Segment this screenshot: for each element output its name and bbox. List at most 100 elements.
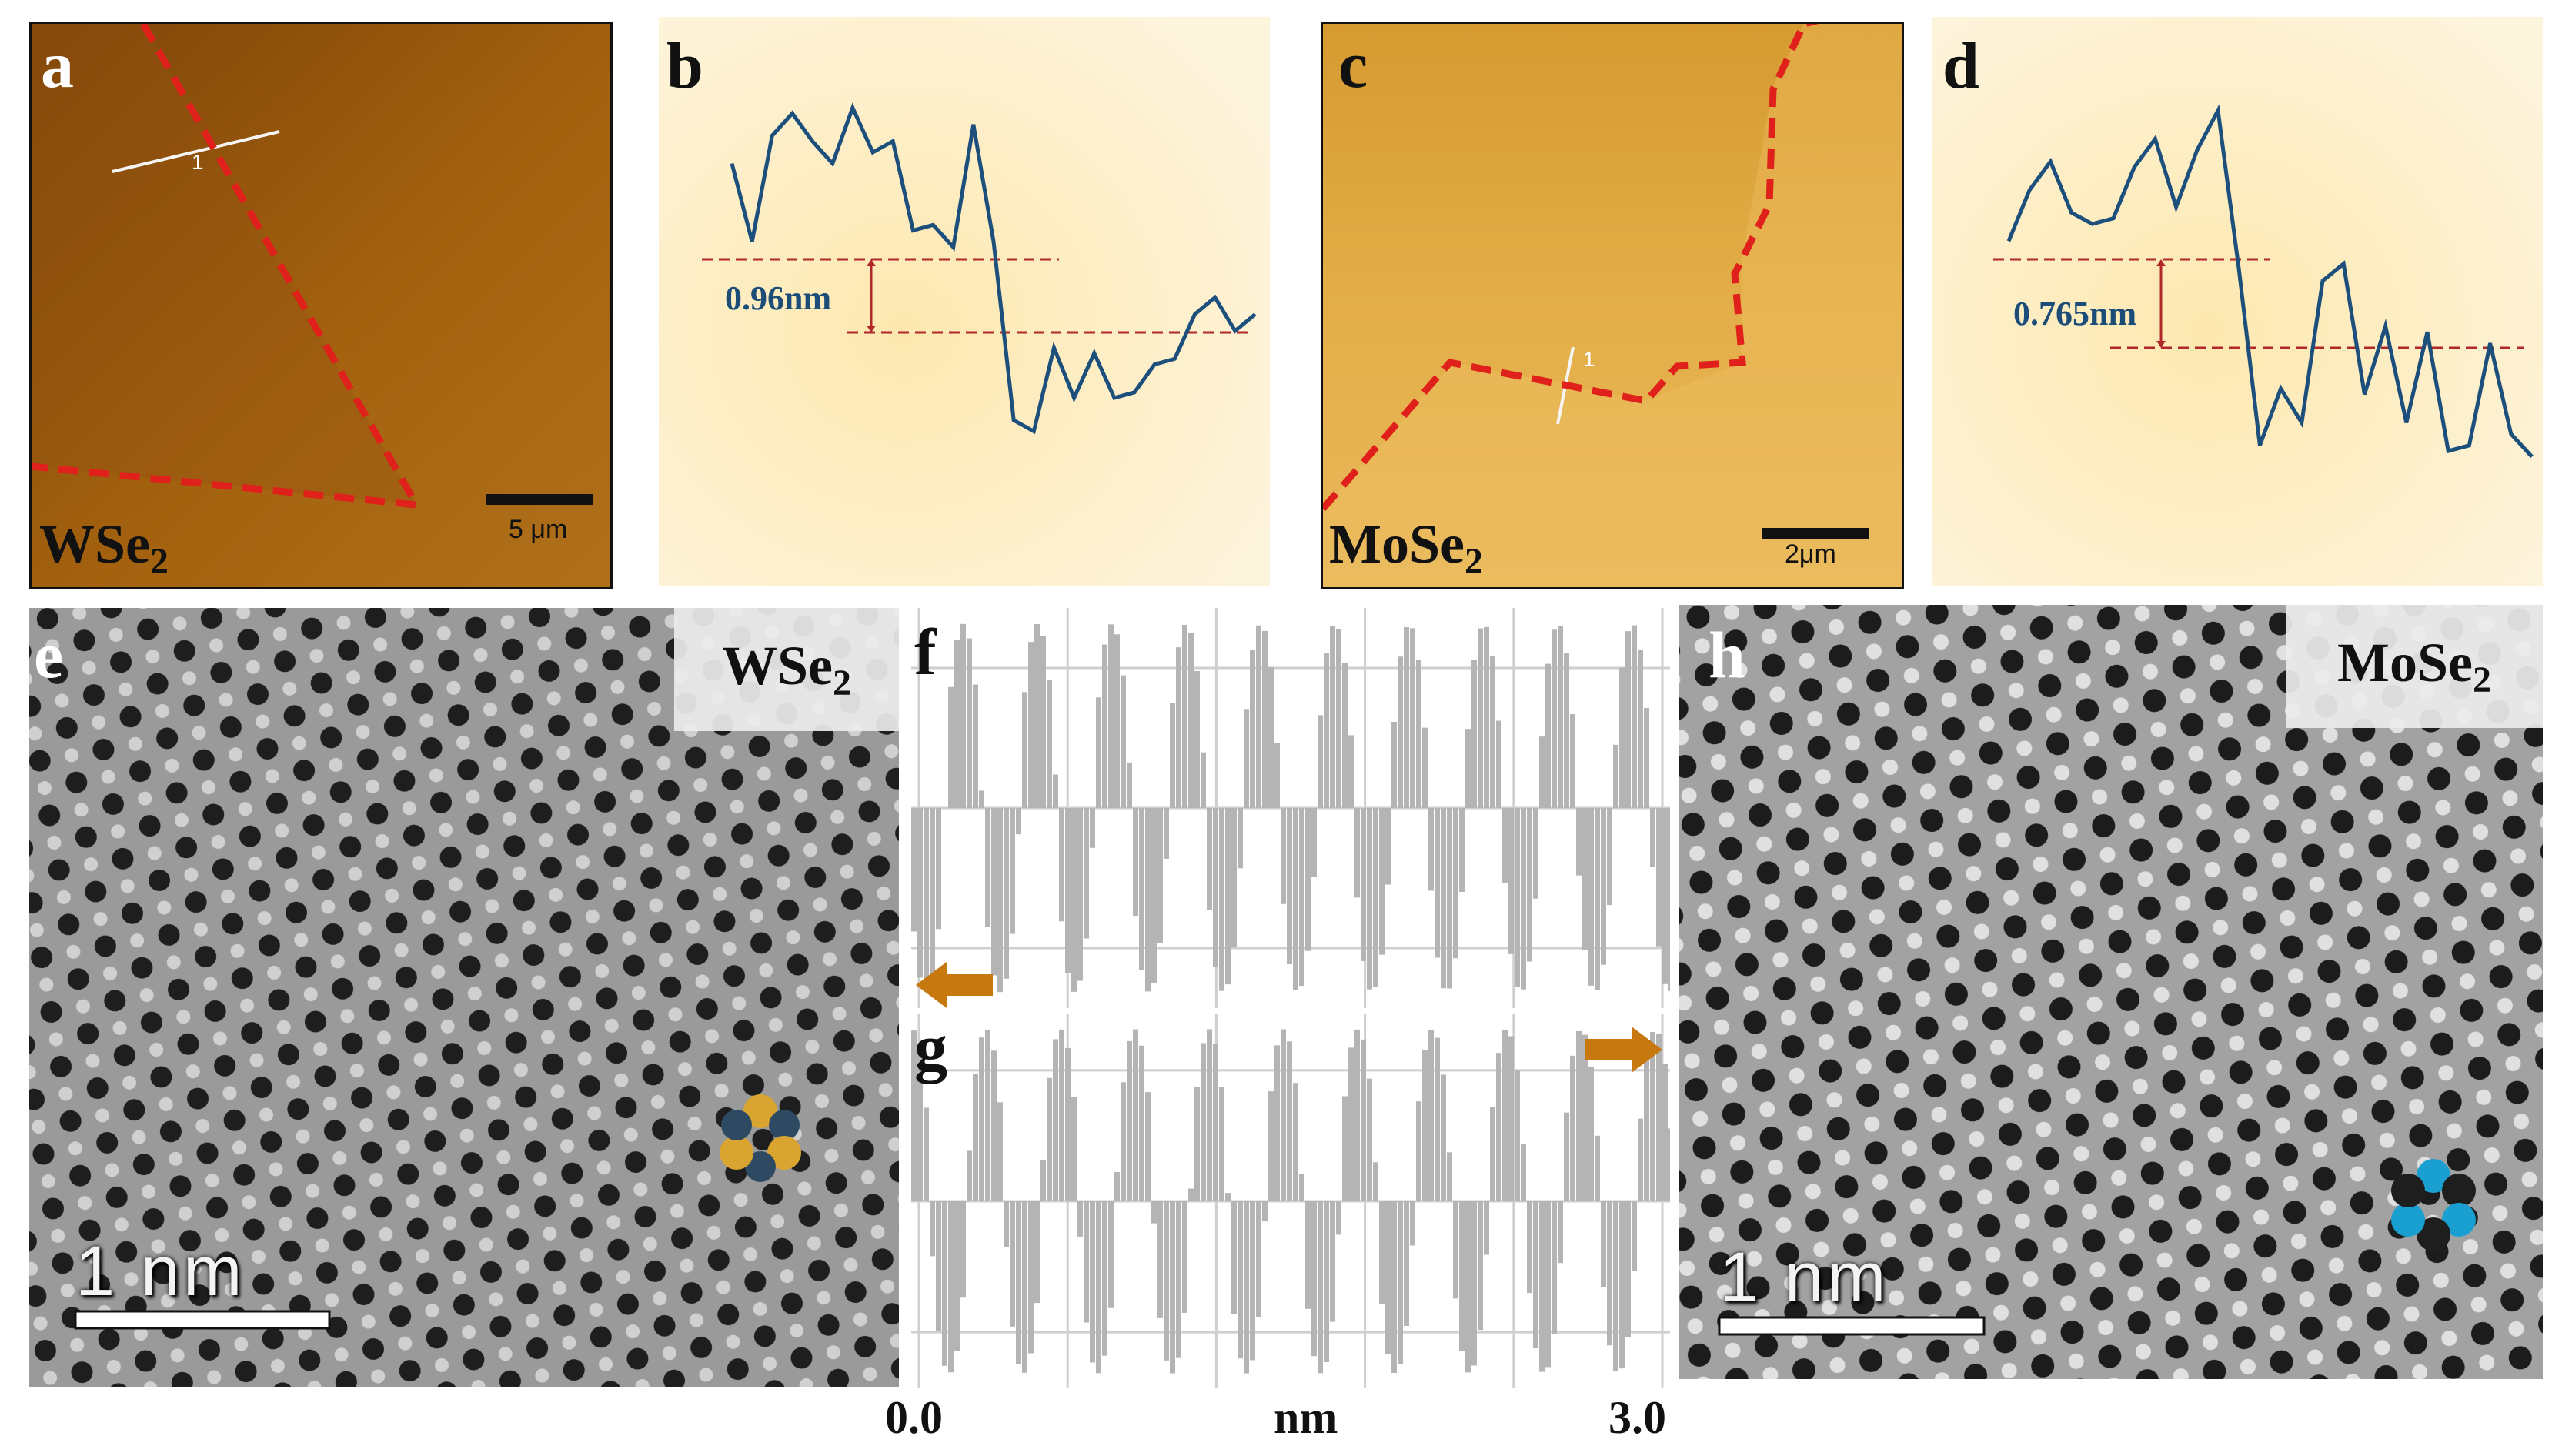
intensity-bar: [1114, 634, 1120, 808]
intensity-bar: [1428, 1030, 1434, 1201]
intensity-bar: [1385, 808, 1391, 885]
flake-edge-dashed-a: [32, 24, 423, 509]
intensity-bar: [1311, 1201, 1317, 1357]
intensity-chart-g: [911, 1014, 1670, 1388]
intensity-bar: [1521, 808, 1526, 990]
intensity-bar: [1176, 647, 1181, 808]
intensity-bar: [1515, 1070, 1520, 1201]
material-tag-e: WSe2: [674, 608, 899, 731]
intensity-bar: [991, 1050, 997, 1201]
intensity-bar: [1287, 1041, 1292, 1201]
step-height-d: 0.765nm: [2013, 295, 2137, 332]
intensity-bar: [960, 623, 966, 808]
scale-text-a: 5 μm: [509, 515, 568, 544]
intensity-bar: [1090, 808, 1095, 848]
intensity-bar: [1016, 1201, 1021, 1364]
intensity-bar: [1268, 1091, 1274, 1201]
intensity-bar: [1465, 1201, 1471, 1373]
intensity-bar: [1084, 1201, 1089, 1323]
intensity-bar: [1379, 808, 1385, 955]
intensity-bar: [985, 1030, 990, 1201]
intensity-bar: [1662, 1064, 1668, 1201]
intensity-bar: [917, 808, 923, 978]
intensity-bar: [1354, 808, 1360, 898]
intensity-bar: [1213, 1043, 1218, 1201]
intensity-bar: [1281, 808, 1286, 904]
axis-min-label: 0.0: [885, 1392, 943, 1443]
arrow-right-icon: [1585, 1027, 1662, 1073]
intensity-bar: [1342, 1096, 1348, 1201]
intensity-bar: [1373, 1162, 1378, 1201]
intensity-bar: [911, 808, 917, 932]
intensity-bar: [1533, 808, 1538, 899]
intensity-bar: [967, 1150, 972, 1201]
axis-max-label: 3.0: [1608, 1392, 1666, 1443]
scale-bar-a: [486, 494, 593, 505]
intensity-bar: [1632, 625, 1637, 808]
intensity-bar: [1428, 808, 1434, 891]
intensity-bar: [1256, 1201, 1261, 1317]
intensity-bar: [1127, 762, 1132, 808]
intensity-bar: [1077, 808, 1083, 981]
intensity-bar: [1330, 626, 1335, 808]
scale-text-e: 1 nm: [75, 1232, 246, 1311]
intensity-bar: [1348, 1047, 1354, 1201]
intensity-bar: [1108, 624, 1114, 808]
panel-a-afm-wse2: a 5 μm 1 WSe2: [29, 22, 613, 589]
intensity-bar: [1250, 650, 1255, 808]
intensity-bar: [1619, 667, 1625, 808]
intensity-bar: [1441, 1074, 1446, 1201]
intensity-bar: [1564, 1112, 1569, 1201]
panel-e-tem-wse2: e WSe2 1 nm: [29, 608, 899, 1387]
intensity-bar: [942, 1201, 947, 1366]
intensity-bar: [979, 790, 984, 808]
intensity-bar: [911, 1030, 917, 1201]
intensity-bar: [1201, 752, 1206, 808]
intensity-bar: [1194, 671, 1200, 808]
intensity-bar: [1324, 653, 1329, 808]
intensity-bar: [1305, 1201, 1311, 1309]
intensity-bar: [1262, 1201, 1268, 1221]
intensity-bar: [1632, 1201, 1637, 1271]
intensity-bar: [1145, 1092, 1151, 1201]
intensity-bar: [1040, 636, 1046, 808]
intensity-bar: [1047, 680, 1052, 808]
intensity-bar: [1318, 715, 1323, 808]
intensity-bar: [1188, 632, 1194, 808]
intensity-bar: [1238, 808, 1243, 869]
intensity-bar: [1299, 1174, 1304, 1201]
intensity-bar: [1385, 1201, 1391, 1354]
profile-chart-b: [659, 17, 1270, 586]
intensity-bar: [1361, 808, 1366, 961]
intensity-bar: [1558, 626, 1563, 808]
intensity-bar: [1490, 656, 1495, 808]
intensity-bar: [1533, 1201, 1538, 1349]
intensity-bar: [997, 808, 1003, 993]
intensity-bar: [1170, 703, 1175, 808]
tem-image-e: [29, 608, 899, 1387]
intensity-bar: [1576, 1030, 1582, 1201]
intensity-bar: [1231, 808, 1237, 947]
intensity-bar: [948, 686, 954, 808]
intensity-bar: [1354, 1029, 1360, 1201]
intensity-bar: [930, 1201, 935, 1257]
intensity-bar: [917, 1053, 923, 1201]
intensity-bar: [1545, 663, 1551, 808]
intensity-bar: [1644, 707, 1649, 808]
panel-g-profile: g: [911, 1014, 1670, 1388]
intensity-bar: [1231, 1201, 1237, 1314]
intensity-bar: [1318, 1201, 1323, 1374]
intensity-bar: [1244, 709, 1249, 808]
intensity-bar: [1613, 744, 1618, 808]
intensity-bar: [1065, 808, 1071, 973]
intensity-bar: [967, 638, 972, 808]
intensity-bar: [1527, 808, 1532, 962]
intensity-bar: [1108, 1201, 1114, 1308]
afm-image-a: [32, 24, 610, 587]
intensity-bar: [1650, 1032, 1655, 1201]
intensity-bar: [1367, 808, 1372, 990]
intensity-bar: [1404, 1201, 1409, 1327]
panel-d-profile: d 0.765nm: [1932, 17, 2543, 586]
intensity-bar: [1435, 808, 1440, 958]
intensity-bar: [1588, 1067, 1594, 1201]
